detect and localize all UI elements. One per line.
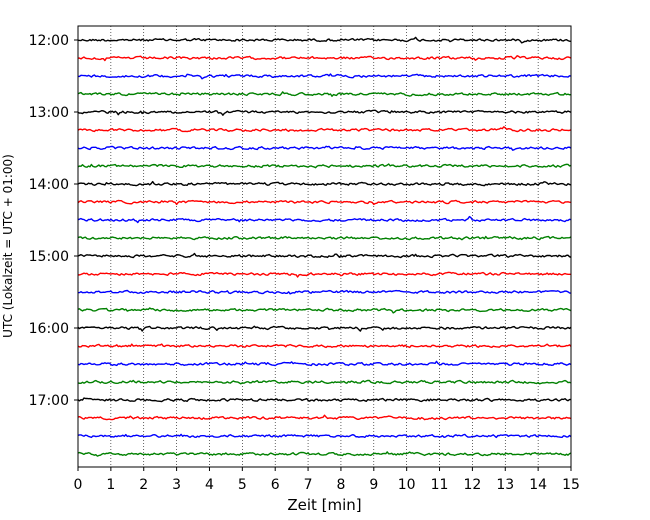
x-tick-label-13: 13 bbox=[496, 477, 514, 493]
trace-12:45 bbox=[77, 91, 572, 97]
trace-16:15 bbox=[77, 343, 572, 349]
plot-background bbox=[78, 26, 571, 467]
y-tick-label-12:00: 12:00 bbox=[29, 33, 69, 49]
trace-14:30 bbox=[77, 215, 572, 224]
x-tick-label-3: 3 bbox=[172, 477, 181, 493]
trace-14:45 bbox=[77, 235, 572, 241]
x-tick-label-6: 6 bbox=[271, 477, 280, 493]
y-tick-label-13:00: 13:00 bbox=[29, 105, 69, 121]
trace-16:45 bbox=[77, 379, 572, 385]
x-tick-label-9: 9 bbox=[369, 477, 378, 493]
y-tick-label-14:00: 14:00 bbox=[29, 177, 69, 193]
trace-15:30 bbox=[77, 289, 572, 295]
trace-17:45 bbox=[77, 451, 572, 457]
x-tick-label-0: 0 bbox=[74, 477, 83, 493]
trace-13:45 bbox=[77, 163, 572, 169]
y-tick-label-15:00: 15:00 bbox=[29, 249, 69, 265]
trace-13:15 bbox=[77, 126, 572, 133]
trace-17:00 bbox=[77, 397, 572, 403]
trace-15:15 bbox=[77, 271, 572, 278]
x-tick-label-1: 1 bbox=[106, 477, 115, 493]
x-tick-label-12: 12 bbox=[463, 477, 481, 493]
x-tick-label-10: 10 bbox=[398, 477, 416, 493]
seismic-traces bbox=[77, 36, 572, 457]
trace-16:30 bbox=[77, 360, 572, 367]
trace-17:30 bbox=[77, 433, 572, 439]
trace-12:00 bbox=[77, 36, 572, 44]
x-tick-label-2: 2 bbox=[139, 477, 148, 493]
trace-15:00 bbox=[77, 252, 572, 259]
x-tick-label-14: 14 bbox=[529, 477, 547, 493]
x-axis-label: Zeit [min] bbox=[287, 496, 361, 514]
trace-14:00 bbox=[77, 180, 572, 187]
trace-12:30 bbox=[77, 73, 572, 80]
trace-14:15 bbox=[77, 199, 572, 206]
y-axis-ticks: 12:00 13:00 14:00 15:00 16:00 17:00 bbox=[29, 33, 78, 409]
x-tick-label-4: 4 bbox=[205, 477, 214, 493]
trace-15:45 bbox=[77, 307, 572, 314]
trace-12:15 bbox=[77, 55, 572, 62]
y-tick-label-16:00: 16:00 bbox=[29, 321, 69, 337]
y-tick-label-17:00: 17:00 bbox=[29, 393, 69, 409]
trace-17:15 bbox=[77, 414, 572, 421]
trace-13:00 bbox=[77, 109, 572, 116]
x-tick-label-5: 5 bbox=[238, 477, 247, 493]
x-tick-label-7: 7 bbox=[304, 477, 313, 493]
trace-13:30 bbox=[77, 145, 572, 151]
x-tick-label-15: 15 bbox=[562, 477, 580, 493]
x-tick-label-8: 8 bbox=[336, 477, 345, 493]
x-axis-ticks: 0 1 2 3 4 5 6 7 8 9 10 11 12 13 14 15 bbox=[74, 467, 580, 493]
trace-16:00 bbox=[77, 325, 572, 332]
x-tick-label-11: 11 bbox=[431, 477, 449, 493]
plot-frame bbox=[77, 25, 572, 468]
y-axis-label: UTC (Lokalzeit = UTC + 01:00) bbox=[1, 154, 15, 338]
